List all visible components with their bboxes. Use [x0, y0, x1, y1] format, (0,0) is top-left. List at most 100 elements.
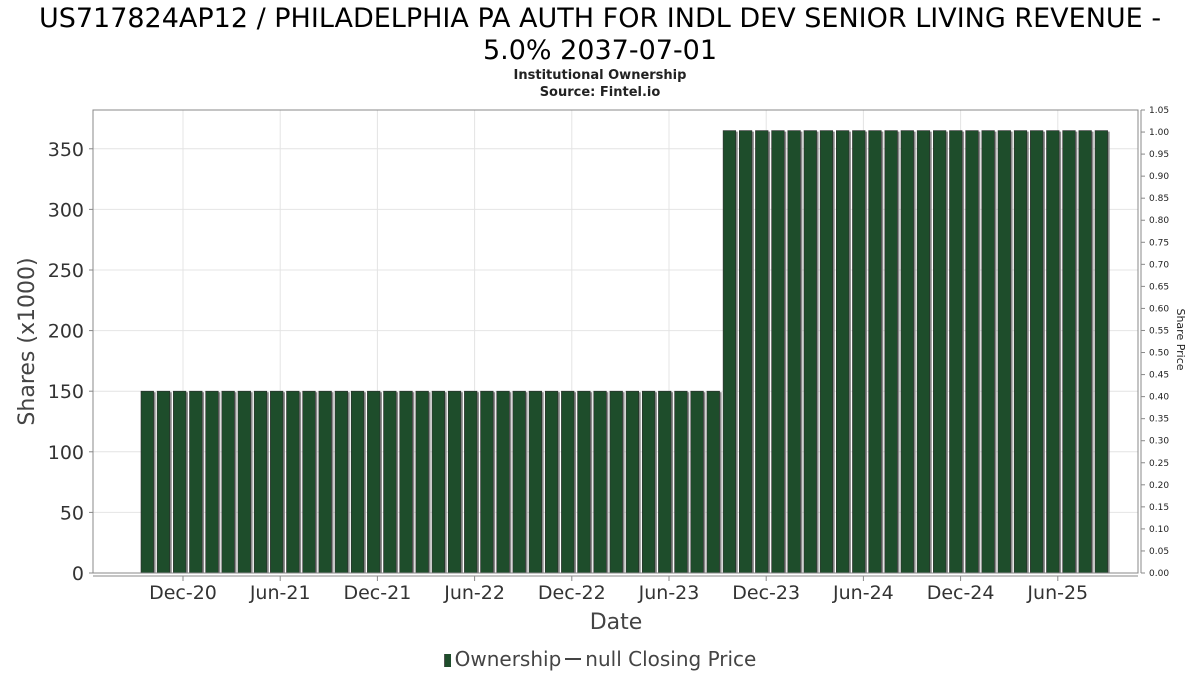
- y2-tick-label: 0.65: [1149, 282, 1169, 292]
- ownership-bar: [447, 390, 462, 574]
- chart-subtitle: Institutional Ownership: [513, 68, 687, 83]
- y2-tick-label: 0.30: [1149, 437, 1169, 447]
- y2-tick-label: 0.25: [1149, 459, 1169, 469]
- ownership-bar: [367, 390, 381, 574]
- ownership-bar: [253, 390, 268, 574]
- ownership-bar: [819, 130, 834, 574]
- ownership-bar: [528, 390, 542, 574]
- ownership-bar: [512, 390, 526, 574]
- x-tick-label: Dec-23: [732, 582, 800, 604]
- y2-tick-label: 0.95: [1149, 150, 1169, 160]
- y2-tick-label: 0.10: [1149, 525, 1169, 535]
- y2-tick-label: 0.40: [1149, 393, 1169, 403]
- ownership-bar: [836, 130, 850, 574]
- y2-tick-label: 0.35: [1149, 415, 1169, 425]
- ownership-bar: [399, 390, 413, 574]
- y-tick-label: 200: [48, 321, 84, 343]
- x-tick-label: Dec-21: [343, 582, 411, 604]
- ownership-bar: [803, 130, 817, 574]
- ownership-bar: [722, 130, 737, 574]
- ownership-bar: [156, 390, 171, 574]
- ownership-bar: [852, 130, 866, 574]
- ownership-bar: [674, 390, 688, 574]
- ownership-bar: [350, 390, 365, 574]
- ownership-bar: [933, 130, 947, 574]
- ownership-bar: [270, 390, 284, 574]
- ownership-bar: [173, 390, 187, 574]
- ownership-bar: [1013, 130, 1028, 574]
- ownership-bar: [383, 390, 397, 574]
- ownership-bar: [981, 130, 995, 574]
- ownership-bar: [1078, 130, 1092, 574]
- ownership-bar: [884, 130, 898, 574]
- y2-tick-label: 0.70: [1149, 260, 1169, 270]
- ownership-bar: [965, 130, 979, 574]
- y2-tick-label: 0.85: [1149, 194, 1169, 204]
- x-tick-label: Jun-25: [1026, 582, 1088, 604]
- y2-tick-label: 0.15: [1149, 503, 1169, 513]
- y2-tick-label: 0.05: [1149, 547, 1169, 557]
- ownership-bar: [868, 130, 882, 574]
- ownership-bar: [431, 390, 445, 574]
- ownership-bar: [690, 390, 704, 574]
- y2-axis-title: Share Price: [1174, 308, 1187, 370]
- ownership-bar: [286, 390, 300, 574]
- y2-tick-label: 0.50: [1149, 349, 1169, 359]
- y2-tick-label: 0.80: [1149, 216, 1169, 226]
- x-tick-label: Jun-22: [443, 582, 505, 604]
- ownership-legend-label: Ownership: [454, 647, 562, 671]
- ownership-bar: [755, 130, 769, 574]
- chart-legend: Ownership null Closing Price: [0, 647, 1200, 671]
- ownership-bar: [496, 390, 510, 574]
- ownership-bar: [318, 390, 332, 574]
- y-axis-title: Shares (x1000): [15, 257, 40, 425]
- ownership-bar: [997, 130, 1011, 574]
- y2-tick-label: 0.60: [1149, 304, 1169, 314]
- ownership-bar: [480, 390, 494, 574]
- y2-tick-label: 0.45: [1149, 371, 1169, 381]
- ownership-bar: [189, 390, 203, 574]
- x-tick-label: Jun-21: [249, 582, 311, 604]
- ownership-bar: [140, 390, 154, 574]
- y2-tick-label: 0.20: [1149, 481, 1169, 491]
- price-legend-line: [565, 658, 582, 660]
- chart-title-line1: US717824AP12 / PHILADELPHIA PA AUTH FOR …: [38, 3, 1162, 34]
- ownership-bar: [577, 390, 591, 574]
- ownership-bar: [706, 390, 720, 574]
- y-tick-label: 100: [48, 442, 84, 464]
- y-tick-label: 150: [48, 381, 84, 403]
- price-legend-label: null Closing Price: [585, 647, 757, 671]
- ownership-bar: [609, 390, 623, 574]
- ownership-bar: [415, 390, 429, 574]
- y-tick-label: 300: [48, 199, 84, 221]
- y2-tick-label: 0.00: [1149, 569, 1169, 579]
- ownership-bar: [544, 390, 559, 574]
- ownership-bar: [205, 390, 219, 574]
- y2-tick-label: 1.00: [1149, 128, 1169, 138]
- y-tick-label: 350: [48, 139, 84, 161]
- ownership-bar: [593, 390, 607, 574]
- ownership-bar: [738, 130, 753, 574]
- x-tick-label: Jun-24: [832, 582, 894, 604]
- ownership-legend-swatch: [443, 654, 451, 667]
- ownership-bar: [658, 390, 672, 574]
- ownership-bar: [221, 390, 235, 574]
- y2-tick-label: 0.90: [1149, 172, 1169, 182]
- ownership-bar: [1046, 130, 1060, 574]
- ownership-bar: [237, 390, 251, 574]
- ownership-bar: [302, 390, 316, 574]
- ownership-bar: [1030, 130, 1044, 574]
- y-tick-label: 250: [48, 260, 84, 282]
- x-tick-label: Dec-22: [538, 582, 606, 604]
- y2-tick-label: 1.05: [1149, 106, 1169, 116]
- ownership-bar: [900, 130, 914, 574]
- x-tick-label: Dec-24: [927, 582, 995, 604]
- ownership-bar: [561, 390, 575, 574]
- ownership-bar: [641, 390, 656, 574]
- x-tick-label: Dec-20: [149, 582, 217, 604]
- chart-title-line2: 5.0% 2037-07-01: [482, 35, 718, 66]
- ownership-bar: [464, 390, 478, 574]
- ownership-bar: [787, 130, 801, 574]
- y2-tick-label: 0.55: [1149, 326, 1169, 336]
